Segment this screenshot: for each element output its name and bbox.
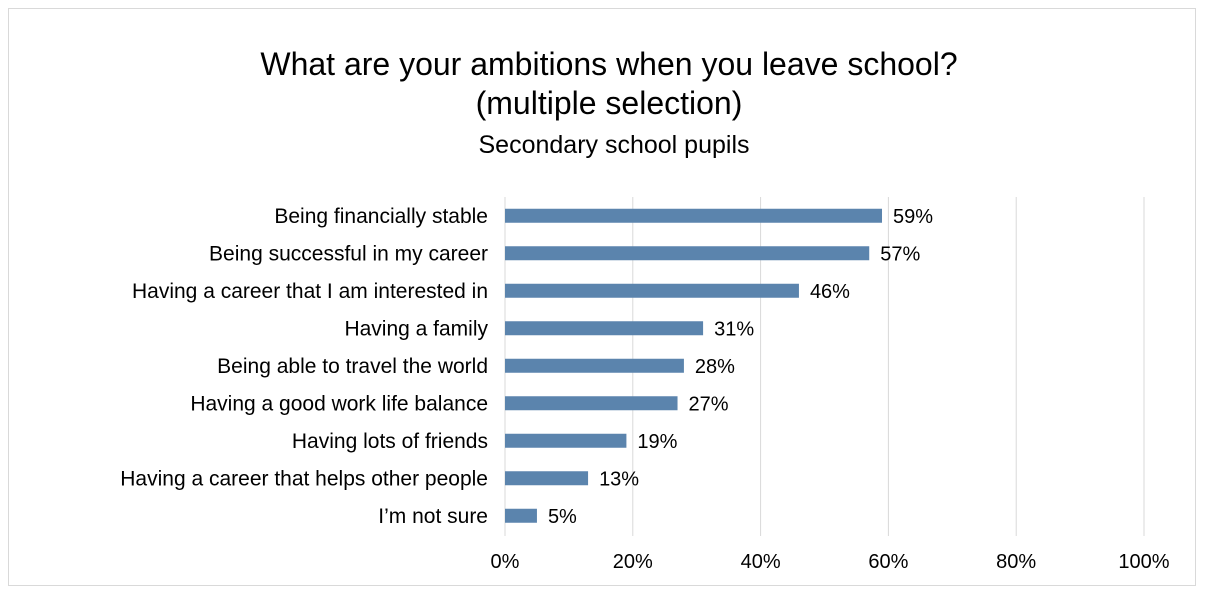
- chart-title-line-1: What are your ambitions when you leave s…: [260, 46, 957, 82]
- value-labels: 59% 57% 46% 31% 28% 27% 19% 13% 5%: [548, 206, 933, 528]
- category-label: Having a career that helps other people: [120, 467, 488, 490]
- bar: [505, 433, 627, 448]
- bar: [505, 508, 537, 523]
- bar: [505, 283, 799, 298]
- x-tick-label: 40%: [741, 551, 781, 573]
- value-label: 59%: [893, 206, 933, 228]
- x-tick-label: 80%: [996, 551, 1036, 573]
- value-label: 5%: [548, 506, 577, 528]
- category-label: Having a good work life balance: [190, 392, 488, 415]
- category-label: Having a family: [344, 317, 488, 340]
- bar: [505, 396, 678, 411]
- category-label: Having a career that I am interested in: [132, 280, 488, 303]
- x-tick-label: 60%: [868, 551, 908, 573]
- value-label: 27%: [689, 393, 729, 415]
- chart-subtitle: Secondary school pupils: [479, 131, 750, 159]
- category-label: I’m not sure: [378, 505, 488, 528]
- x-tick-label: 100%: [1118, 551, 1169, 573]
- category-label: Having lots of friends: [292, 430, 488, 453]
- bar: [505, 246, 870, 261]
- value-label: 28%: [695, 356, 735, 378]
- x-tick-label: 20%: [613, 551, 653, 573]
- value-label: 13%: [599, 468, 639, 490]
- chart-frame: What are your ambitions when you leave s…: [8, 8, 1196, 586]
- category-label: Being financially stable: [274, 205, 488, 228]
- bars: [505, 208, 883, 523]
- bar-chart: What are your ambitions when you leave s…: [120, 46, 1170, 573]
- category-label: Being successful in my career: [209, 242, 488, 265]
- chart-title-line-2: (multiple selection): [476, 85, 743, 121]
- bar: [505, 208, 883, 223]
- value-label: 57%: [880, 243, 920, 265]
- bar: [505, 321, 704, 336]
- value-label: 46%: [810, 281, 850, 303]
- bar: [505, 358, 684, 373]
- value-label: 19%: [637, 431, 677, 453]
- x-tick-label: 0%: [491, 551, 520, 573]
- category-labels: Being financially stable Being successful…: [120, 205, 488, 528]
- bar: [505, 471, 589, 486]
- value-label: 31%: [714, 318, 754, 340]
- category-label: Being able to travel the world: [217, 355, 488, 378]
- x-axis-tick-labels: 0% 20% 40% 60% 80% 100%: [491, 551, 1170, 573]
